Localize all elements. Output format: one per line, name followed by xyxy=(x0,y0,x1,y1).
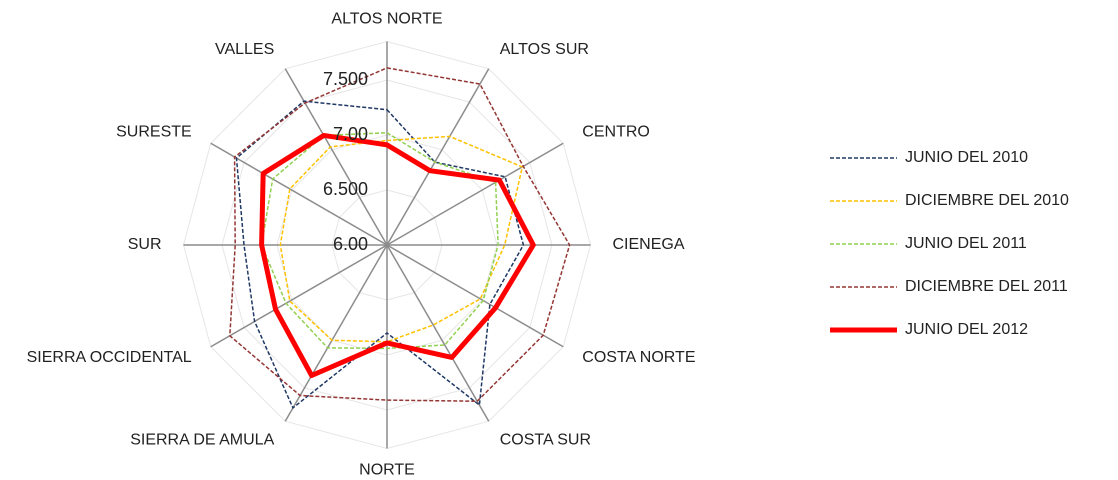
category-label: CIENEGA xyxy=(613,236,685,253)
spoke xyxy=(386,142,564,246)
legend-label: DICIEMBRE DEL 2011 xyxy=(905,278,1068,295)
spoke xyxy=(210,244,388,348)
category-label: SIERRA OCCIDENTAL xyxy=(27,349,192,366)
category-label: ALTOS SUR xyxy=(500,41,589,58)
series-line xyxy=(279,135,524,343)
series-line xyxy=(259,132,536,379)
legend-label: JUNIO DEL 2011 xyxy=(905,235,1027,252)
spoke xyxy=(386,68,490,246)
spoke xyxy=(386,244,564,348)
legend-label: JUNIO DEL 2012 xyxy=(905,321,1028,338)
series-line xyxy=(229,67,571,402)
category-label: SURESTE xyxy=(116,123,192,140)
spoke xyxy=(284,244,388,422)
r-tick-label: 6.500 xyxy=(323,179,368,199)
r-tick-label: 6.00 xyxy=(333,234,368,254)
category-label: VALLES xyxy=(215,41,274,58)
legend-label: JUNIO DEL 2010 xyxy=(905,149,1028,166)
spoke xyxy=(386,244,490,422)
category-label: NORTE xyxy=(359,462,415,479)
category-label: SUR xyxy=(128,236,162,253)
legend-label: DICIEMBRE DEL 2010 xyxy=(905,192,1069,209)
r-tick-label: 7.00 xyxy=(333,124,368,144)
category-label: SIERRA DE AMULA xyxy=(130,432,274,449)
category-label: COSTA SUR xyxy=(500,432,591,449)
spoke xyxy=(284,68,388,246)
series-line xyxy=(235,100,525,409)
category-label: ALTOS NORTE xyxy=(331,11,442,28)
category-label: CENTRO xyxy=(582,123,650,140)
r-tick-label: 7.500 xyxy=(323,69,368,89)
spoke xyxy=(210,142,388,246)
category-label: COSTA NORTE xyxy=(582,349,695,366)
series-line xyxy=(260,132,499,350)
